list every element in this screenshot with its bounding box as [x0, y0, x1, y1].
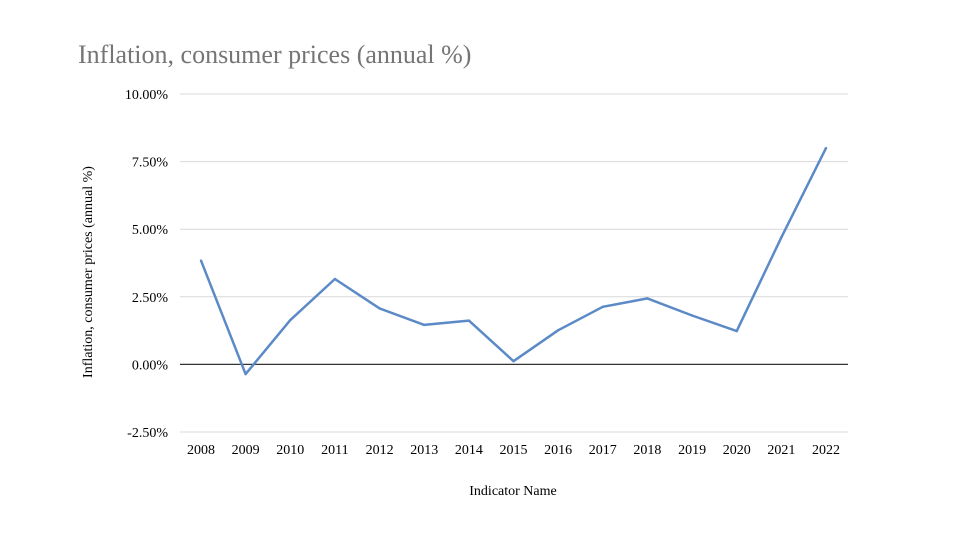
x-tick-label: 2014 [455, 443, 483, 458]
y-tick-label: 2.50% [132, 291, 169, 306]
data-point [780, 236, 783, 239]
data-point [199, 259, 203, 262]
series-layer [199, 146, 828, 376]
data-point [423, 323, 426, 327]
data-point [601, 305, 604, 309]
x-tick-label: 2008 [187, 443, 215, 458]
data-point [467, 319, 471, 322]
x-tick-labels: 2008 2009 2010 2011 2012 2013 2014 2015 2016 2017… [187, 443, 840, 458]
series-line [199, 147, 828, 376]
data-point [378, 307, 381, 310]
y-axis-title: Inflation, consumer prices (annual %) [81, 166, 96, 378]
data-point [735, 329, 738, 333]
x-tick-label: 2017 [589, 443, 617, 458]
chart-title: Inflation, consumer prices (annual %) [78, 40, 472, 69]
x-axis-title: Indicator Name [469, 484, 556, 499]
x-tick-label: 2016 [544, 443, 572, 458]
x-tick-label: 2018 [633, 443, 661, 458]
data-point [824, 146, 828, 150]
y-tick-label: 7.50% [132, 156, 169, 171]
data-point [690, 314, 694, 317]
gridlines [180, 93, 848, 433]
x-tick-label: 2019 [678, 443, 706, 458]
x-tick-label: 2022 [812, 443, 840, 458]
data-point [289, 318, 292, 322]
data-point [556, 329, 560, 332]
data-point [512, 359, 515, 363]
x-tick-label: 2020 [723, 443, 751, 458]
y-tick-label: -2.50% [127, 426, 168, 441]
data-point [244, 372, 247, 376]
x-tick-label: 2010 [276, 443, 304, 458]
x-tick-label: 2013 [410, 443, 438, 458]
y-tick-labels: -2.50% 0.00% 2.50% 5.00% 7.50% 10.00% [125, 88, 169, 441]
x-tick-label: 2021 [767, 443, 795, 458]
x-tick-label: 2011 [321, 443, 348, 458]
data-point [333, 277, 337, 281]
y-tick-label: 0.00% [132, 358, 169, 373]
y-tick-label: 5.00% [132, 223, 169, 238]
data-point [646, 297, 649, 300]
x-tick-label: 2012 [366, 443, 394, 458]
y-tick-label: 10.00% [125, 88, 169, 103]
x-tick-label: 2009 [232, 443, 260, 458]
x-tick-label: 2015 [500, 443, 528, 458]
